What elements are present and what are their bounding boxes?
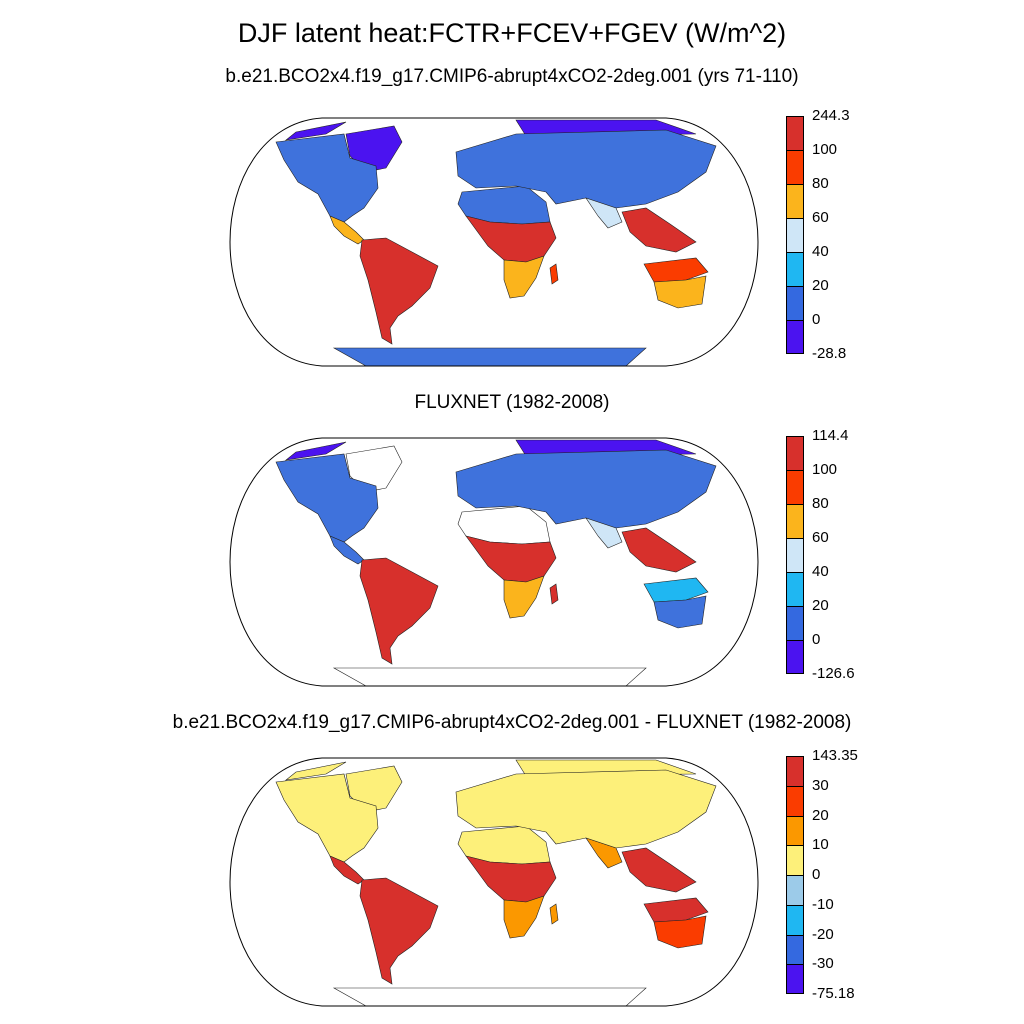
colorbar-swatch — [786, 116, 804, 150]
region-south-asia — [585, 837, 623, 869]
panel-1-map — [229, 117, 759, 367]
colorbar-label: 0 — [812, 311, 821, 328]
colorbar-label: -126.6 — [812, 665, 855, 682]
region-south-asia — [585, 517, 623, 549]
region-antarctica — [332, 987, 647, 1006]
colorbar-swatch — [786, 904, 804, 935]
region-greenland — [345, 445, 403, 493]
region-north-america — [275, 133, 379, 223]
colorbar-swatch — [786, 538, 804, 572]
colorbar-swatch — [786, 218, 804, 252]
colorbar-label: 80 — [812, 175, 829, 192]
colorbar-swatch — [786, 875, 804, 905]
colorbar-swatch — [786, 504, 804, 538]
colorbar-swatch — [786, 756, 804, 786]
colorbar-label: 30 — [812, 776, 829, 794]
colorbar-label: 60 — [812, 529, 829, 546]
colorbar-swatch — [786, 964, 804, 994]
region-africa-central — [465, 855, 557, 903]
region-south-america — [359, 237, 439, 345]
panel-2-map — [229, 437, 759, 687]
colorbar-label: 114.4 — [812, 427, 849, 444]
region-south-america — [359, 557, 439, 665]
colorbar-swatch — [786, 785, 804, 816]
region-south-asia — [585, 197, 623, 229]
colorbar-swatch — [786, 286, 804, 320]
colorbar-swatch — [786, 572, 804, 606]
region-greenland — [345, 765, 403, 813]
region-central-america — [329, 215, 365, 245]
region-africa-south — [503, 255, 545, 299]
figure-title: DJF latent heat:FCTR+FCEV+FGEV (W/m^2) — [237, 18, 787, 48]
colorbar-swatch — [786, 436, 804, 470]
colorbar-label: 10 — [812, 836, 829, 854]
colorbar-swatch — [786, 640, 804, 674]
panel-2-title: FLUXNET (1982-2008) — [414, 392, 610, 413]
region-south-america — [359, 877, 439, 985]
region-madagascar — [549, 903, 559, 925]
region-antarctica — [332, 667, 647, 686]
region-central-america — [329, 535, 365, 565]
colorbar-label: -20 — [812, 925, 834, 943]
colorbar-label: 40 — [812, 243, 829, 260]
panel-1-colorbar — [786, 116, 804, 354]
colorbar-label: -28.8 — [812, 345, 847, 362]
panel-3-map — [229, 757, 759, 1007]
colorbar-swatch — [786, 470, 804, 504]
region-australia-south — [653, 595, 707, 629]
map-outline — [229, 437, 759, 687]
colorbar-label: 100 — [812, 461, 838, 478]
panel-3-title: b.e21.BCO2x4.f19_g17.CMIP6-abrupt4xCO2-2… — [172, 712, 852, 733]
colorbar-label: 0 — [812, 631, 821, 648]
colorbar-label: -10 — [812, 895, 834, 913]
region-madagascar — [549, 583, 559, 605]
region-africa-central — [465, 215, 557, 263]
region-australia-north — [643, 577, 709, 603]
colorbar-swatch — [786, 845, 804, 875]
region-africa-central — [465, 535, 557, 583]
colorbar-label: 20 — [812, 597, 829, 614]
region-southeast-asia — [621, 527, 697, 573]
colorbar-label: 40 — [812, 563, 829, 580]
colorbar-label: 0 — [812, 866, 821, 883]
colorbar-label: 244.3 — [812, 107, 850, 124]
panel-2-colorbar — [786, 436, 804, 674]
region-madagascar — [549, 263, 559, 285]
colorbar-swatch — [786, 815, 804, 846]
region-north-america — [275, 773, 379, 863]
colorbar-label: 80 — [812, 495, 829, 512]
map-outline — [229, 757, 759, 1007]
region-africa-south — [503, 895, 545, 939]
region-north-america — [275, 453, 379, 543]
colorbar-label: -75.18 — [812, 985, 855, 1002]
panel-1-title: b.e21.BCO2x4.f19_g17.CMIP6-abrupt4xCO2-2… — [225, 66, 799, 87]
region-southeast-asia — [621, 847, 697, 893]
region-southeast-asia — [621, 207, 697, 253]
colorbar-label: 20 — [812, 277, 829, 294]
colorbar-swatch — [786, 184, 804, 218]
region-australia-north — [643, 897, 709, 923]
region-australia-south — [653, 275, 707, 309]
map-outline — [229, 117, 759, 367]
region-antarctica — [332, 347, 647, 366]
region-africa-south — [503, 575, 545, 619]
colorbar-label: 100 — [812, 141, 838, 158]
region-australia-south — [653, 915, 707, 949]
colorbar-swatch — [786, 606, 804, 640]
colorbar-swatch — [786, 150, 804, 184]
colorbar-swatch — [786, 320, 804, 354]
colorbar-label: -30 — [812, 955, 834, 973]
colorbar-label: 60 — [812, 209, 829, 226]
colorbar-swatch — [786, 934, 804, 965]
region-central-america — [329, 855, 365, 885]
region-greenland — [345, 125, 403, 173]
colorbar-label: 143.35 — [812, 747, 858, 764]
colorbar-swatch — [786, 252, 804, 286]
region-australia-north — [643, 257, 709, 283]
colorbar-label: 20 — [812, 806, 829, 824]
panel-3-colorbar — [786, 756, 804, 994]
